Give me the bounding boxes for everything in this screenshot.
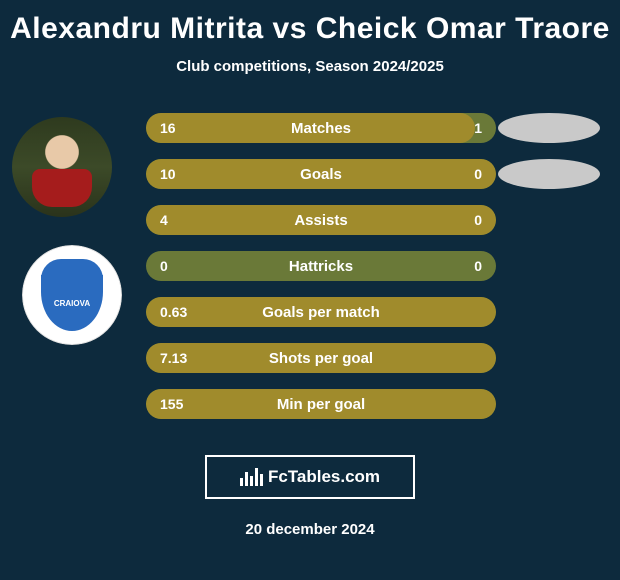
player-photo	[12, 117, 112, 217]
stat-label: Matches	[146, 120, 496, 137]
player-avatar	[12, 117, 112, 217]
stat-label: Goals per match	[146, 304, 496, 321]
player2-name: Cheick Omar Traore	[316, 12, 610, 45]
blank-pill	[498, 113, 600, 143]
club-avatar: CRAIOVA	[22, 245, 122, 345]
stat-label: Shots per goal	[146, 350, 496, 367]
club-crest: CRAIOVA	[22, 245, 122, 345]
crest-body: CRAIOVA	[41, 275, 103, 331]
stat-label: Min per goal	[146, 396, 496, 413]
chart-icon	[240, 468, 262, 486]
date-label: 20 december 2024	[8, 521, 612, 538]
stat-label: Hattricks	[146, 258, 496, 275]
player1-name: Alexandru Mitrita	[10, 12, 264, 45]
stat-value-right: 0	[474, 212, 482, 228]
stat-label: Goals	[146, 166, 496, 183]
page-title: Alexandru Mitrita vs Cheick Omar Traore	[8, 12, 612, 46]
stat-value-right: 0	[474, 258, 482, 274]
stat-label: Assists	[146, 212, 496, 229]
stat-row: 155Min per goal	[146, 389, 496, 419]
blank-pill	[498, 159, 600, 189]
stat-row: 0Hattricks0	[146, 251, 496, 281]
stat-value-right: 0	[474, 166, 482, 182]
stat-row: 16Matches1	[146, 113, 496, 143]
blank-pills	[498, 113, 618, 435]
stat-row: 7.13Shots per goal	[146, 343, 496, 373]
vs-label: vs	[273, 12, 307, 45]
brand-text: FcTables.com	[268, 467, 380, 487]
stat-bars: 16Matches110Goals04Assists00Hattricks00.…	[146, 113, 496, 435]
stat-value-right: 1	[474, 120, 482, 136]
stats-content: CRAIOVA 16Matches110Goals04Assists00Hatt…	[8, 105, 612, 435]
brand-logo: FcTables.com	[205, 455, 415, 499]
stat-row: 4Assists0	[146, 205, 496, 235]
subtitle: Club competitions, Season 2024/2025	[8, 58, 612, 75]
stat-row: 0.63Goals per match	[146, 297, 496, 327]
comparison-widget: Alexandru Mitrita vs Cheick Omar Traore …	[0, 0, 620, 580]
stat-row: 10Goals0	[146, 159, 496, 189]
